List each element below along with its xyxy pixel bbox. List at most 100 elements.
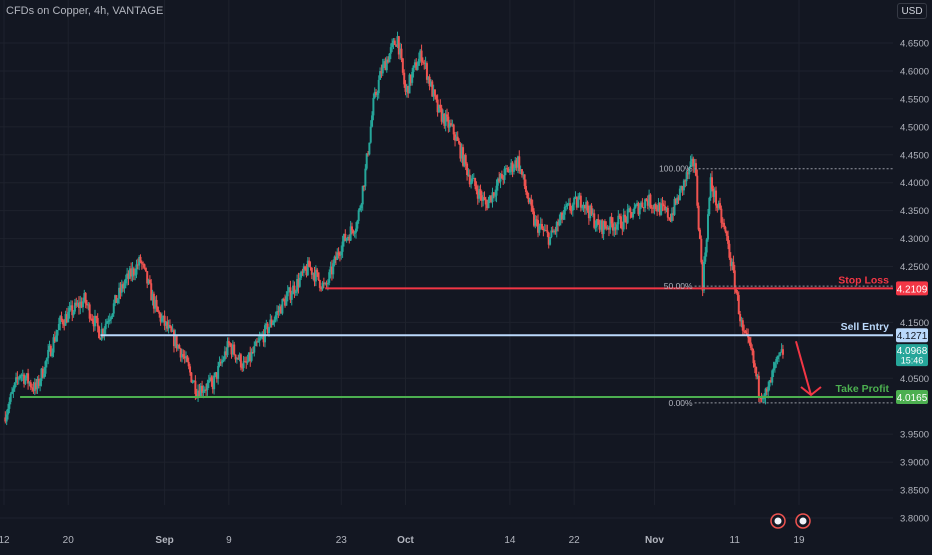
candle-body — [301, 271, 304, 273]
candle-body — [257, 340, 260, 343]
candle-body — [672, 213, 675, 215]
candle-body — [349, 226, 352, 241]
candle-body — [159, 313, 162, 322]
candle-body — [300, 271, 303, 278]
candle-body — [12, 388, 15, 392]
candle-body — [39, 380, 42, 386]
candle-body — [646, 200, 649, 206]
candle-body — [127, 273, 130, 279]
candle-body — [641, 202, 644, 208]
candle-body — [504, 168, 507, 170]
candle-body — [336, 252, 339, 260]
candle-body — [258, 338, 261, 341]
candle-body — [514, 160, 517, 169]
candle-body — [553, 230, 556, 233]
candle-body — [138, 256, 141, 266]
candle-body — [225, 351, 228, 356]
candle-body — [155, 299, 158, 307]
candle-body — [511, 162, 514, 172]
candle-body — [92, 320, 95, 327]
candle-body — [334, 256, 337, 260]
candle-body — [471, 178, 474, 182]
price-axis-tick: 3.9500 — [900, 430, 929, 441]
sell-entry-price-text: 4.1271 — [897, 331, 928, 342]
sell-entry-label: Sell Entry — [841, 321, 890, 333]
candle-body — [297, 279, 300, 287]
candle-body — [619, 216, 622, 229]
price-axis-tick: 4.1500 — [900, 318, 929, 329]
candle-body — [636, 203, 639, 205]
candle-body — [479, 189, 482, 196]
candle-body — [625, 216, 628, 223]
candle-body — [176, 345, 179, 349]
candle-body — [83, 293, 86, 302]
time-axis-tick: Sep — [155, 535, 173, 546]
candle-body — [483, 197, 486, 200]
price-axis-tick: 4.4000 — [900, 178, 929, 189]
candle-body — [775, 359, 778, 363]
candle-body — [736, 292, 739, 296]
candle-body — [541, 223, 544, 229]
candle-body — [712, 188, 715, 197]
candle-body — [210, 377, 213, 382]
candle-body — [158, 311, 161, 314]
candle-body — [558, 220, 561, 226]
candle-body — [523, 174, 526, 186]
candle-body — [684, 180, 687, 182]
candle-body — [566, 203, 569, 207]
candle-body — [666, 207, 669, 218]
candle-body — [9, 393, 12, 402]
candle-body — [391, 42, 394, 48]
candle-body — [488, 195, 491, 200]
candle-body — [443, 113, 446, 126]
candle-body — [437, 104, 440, 113]
candle-body — [218, 361, 221, 366]
candle-body — [421, 61, 424, 63]
candle-body — [763, 397, 766, 399]
candle-body — [280, 306, 283, 314]
candle-body — [385, 59, 388, 71]
candle-body — [47, 349, 50, 359]
candle-body — [603, 221, 606, 227]
candle-body — [527, 198, 530, 203]
candle-body — [332, 263, 335, 275]
currency-button[interactable]: USD — [897, 3, 927, 19]
candle-body — [756, 375, 759, 377]
candle-body — [272, 322, 275, 325]
candle-body — [674, 198, 677, 204]
candle-body — [753, 363, 756, 367]
candle-body — [518, 156, 521, 172]
candle-body — [211, 381, 214, 390]
candle-body — [156, 306, 159, 312]
candle-body — [243, 361, 246, 363]
candle-body — [142, 263, 145, 265]
candle-body — [731, 261, 734, 267]
candle-body — [102, 329, 105, 334]
candle-body — [614, 227, 617, 230]
candle-body — [583, 204, 586, 209]
candle-body — [130, 268, 133, 277]
candle-body — [781, 349, 784, 355]
candle-body — [45, 358, 48, 362]
candle-body — [654, 204, 657, 210]
candle-body — [609, 217, 612, 230]
candle-body — [73, 302, 76, 312]
candle-body — [551, 230, 554, 233]
candle-body — [664, 206, 667, 211]
candle-body — [464, 155, 467, 164]
candle-body — [23, 374, 26, 384]
candle-body — [255, 341, 258, 343]
candle-body — [607, 227, 610, 230]
candle-body — [380, 71, 383, 74]
candle-body — [16, 377, 19, 379]
candle-body — [725, 231, 728, 236]
candle-body — [254, 341, 257, 346]
candle-body — [767, 386, 770, 392]
stop-loss-price-tag — [896, 281, 928, 296]
take-profit-price-tag — [896, 390, 928, 405]
candle-body — [88, 304, 91, 319]
candle-body — [561, 212, 564, 220]
candle-body — [61, 320, 64, 325]
